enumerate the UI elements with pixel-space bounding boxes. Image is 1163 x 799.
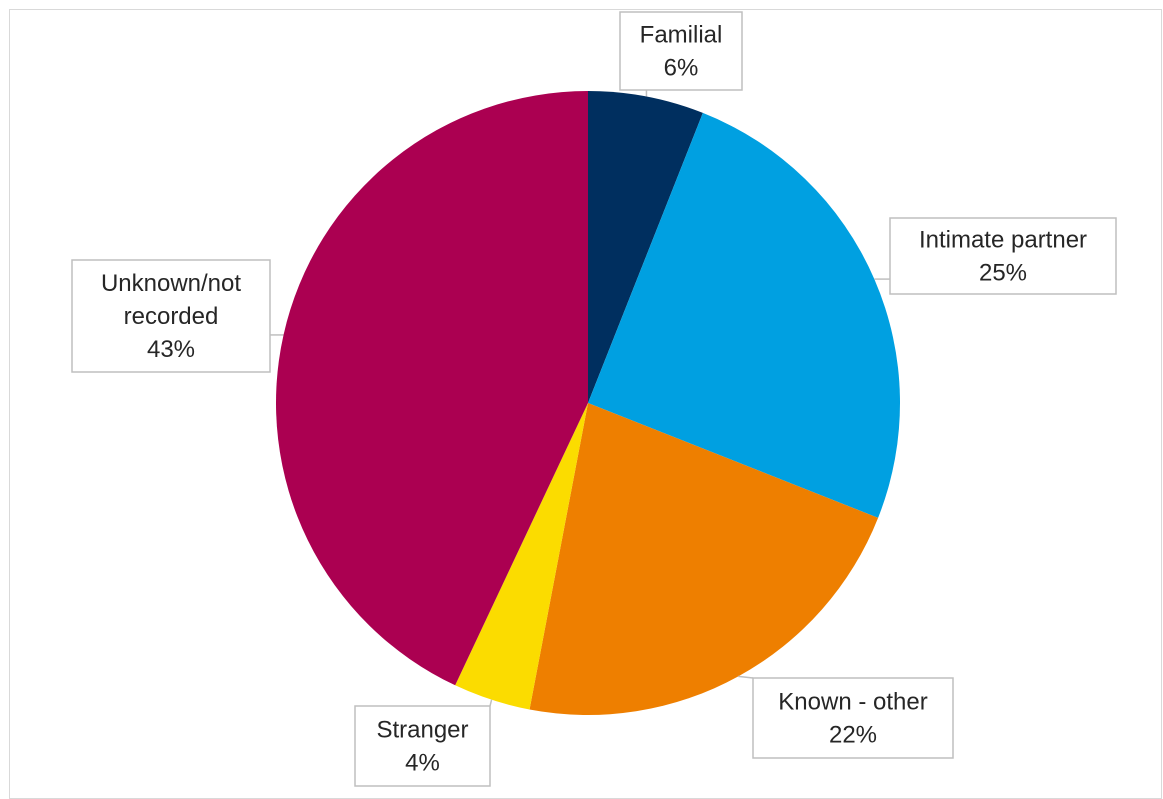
data-label-category: Intimate partner: [919, 227, 1087, 254]
data-label-category: Familial: [640, 22, 723, 49]
data-label-value: 6%: [664, 55, 699, 82]
data-label-familial: Familial 6%: [619, 11, 743, 91]
data-label-unknown-not-recorded: Unknown/not recorded 43%: [71, 259, 271, 373]
data-label-value: 43%: [147, 336, 195, 363]
data-label-stranger: Stranger 4%: [354, 705, 491, 787]
data-label-category: recorded: [124, 303, 219, 330]
slice-intimate-partner: [588, 112, 900, 518]
data-label-category: Stranger: [376, 717, 468, 744]
slice-unknown-not-recorded: [276, 90, 588, 686]
data-label-intimate-partner: Intimate partner 25%: [889, 217, 1117, 295]
slice-stranger: [455, 403, 588, 710]
slice-familial: [588, 91, 703, 403]
leader-lines: [270, 90, 890, 707]
data-label-known-other: Known - other 22%: [752, 677, 954, 759]
data-label-box: [752, 677, 954, 759]
slice-known-other: [529, 403, 879, 715]
data-label-box: [889, 217, 1117, 295]
data-label-value: 4%: [405, 750, 440, 777]
leader-line-stranger: [489, 699, 493, 707]
data-label-category: Unknown/not: [101, 270, 241, 297]
data-label-box: [354, 705, 491, 787]
data-label-category: Known - other: [778, 689, 927, 716]
pie-slices: [276, 90, 900, 715]
data-label-value: 22%: [829, 722, 877, 749]
data-labels: Familial 6% Intimate partner 25% Known - oth…: [71, 11, 1117, 787]
leader-line-known-other: [738, 675, 754, 679]
data-label-box: [619, 11, 743, 91]
data-label-box: [71, 259, 271, 373]
data-label-value: 25%: [979, 260, 1027, 287]
